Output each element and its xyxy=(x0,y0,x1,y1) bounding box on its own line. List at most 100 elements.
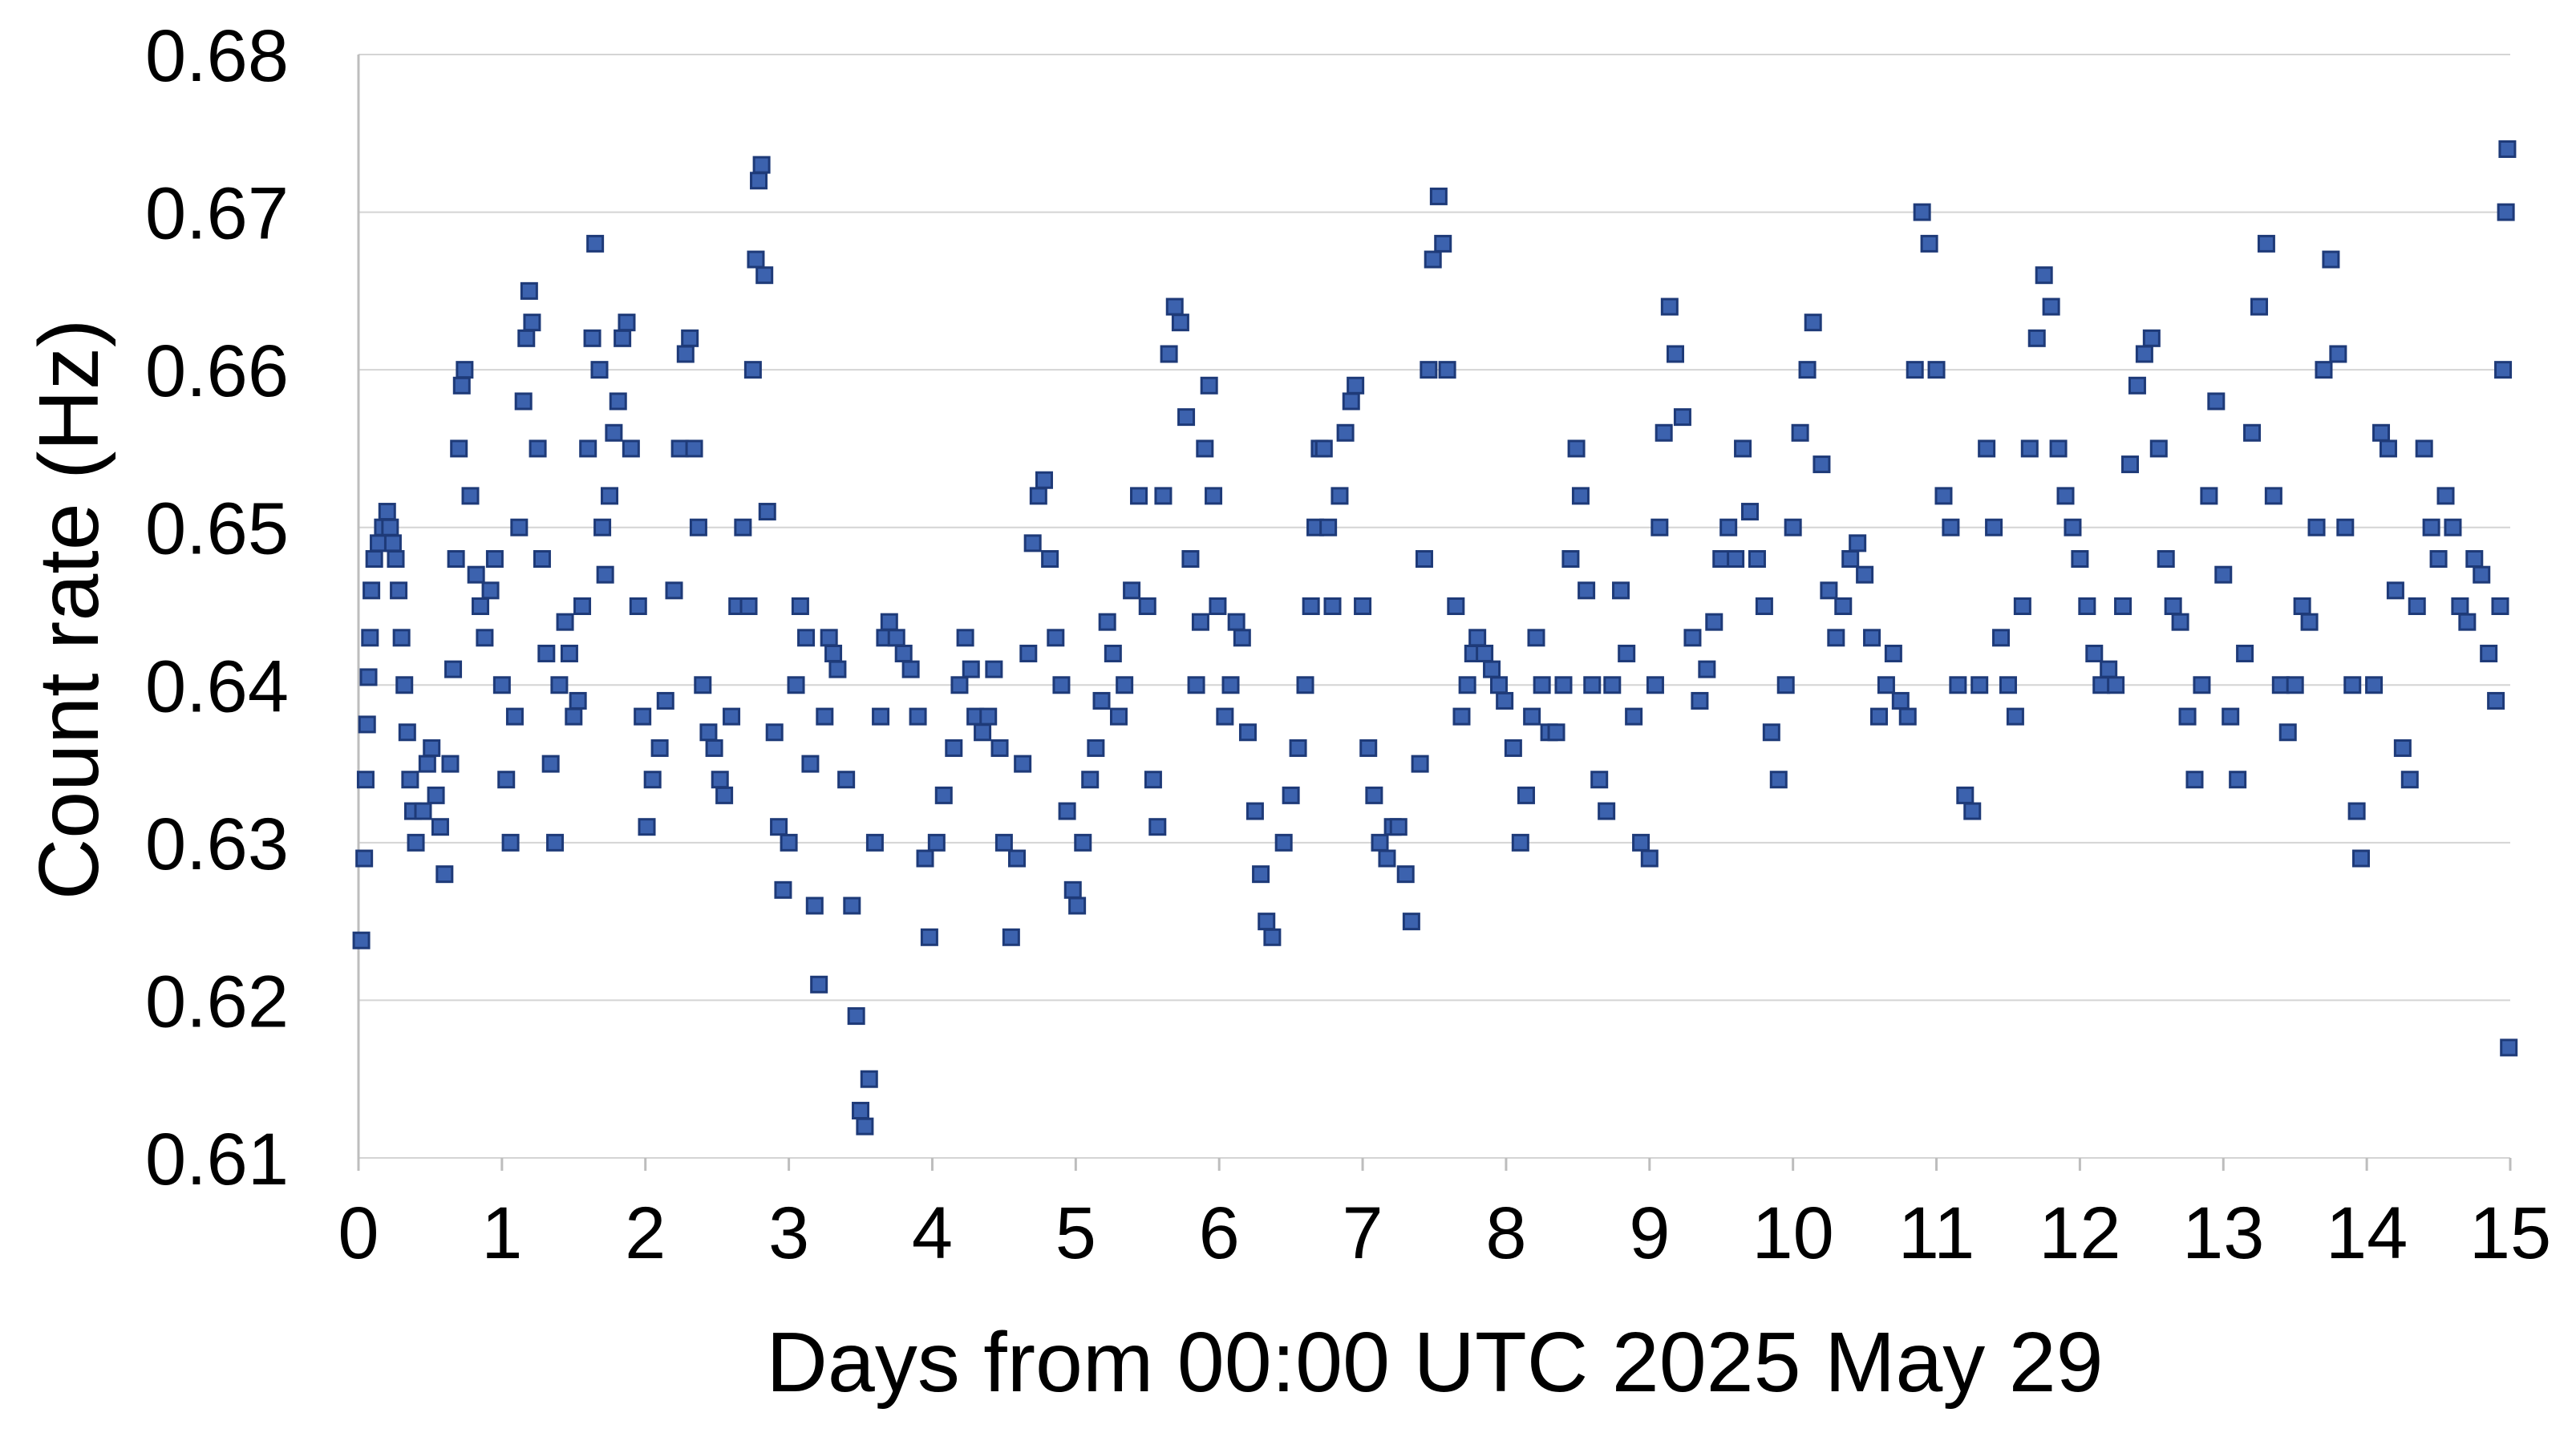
x-tick-label: 15 xyxy=(2469,1192,2551,1274)
data-point xyxy=(1074,833,1092,852)
x-tick-label: 3 xyxy=(768,1192,809,1274)
y-axis-title: Count rate (Hz) xyxy=(22,319,116,901)
data-point xyxy=(1319,518,1338,536)
data-point xyxy=(2379,439,2397,458)
data-point xyxy=(1007,849,1026,868)
x-tick-label: 6 xyxy=(1199,1192,1240,1274)
data-point xyxy=(1755,597,1773,615)
data-point xyxy=(638,818,656,836)
data-point xyxy=(431,818,449,836)
data-point xyxy=(739,597,758,615)
x-tick-label: 7 xyxy=(1342,1192,1383,1274)
data-point xyxy=(622,439,640,458)
data-point xyxy=(1154,487,1173,505)
data-point xyxy=(1963,802,1982,820)
data-point xyxy=(481,581,500,600)
data-point xyxy=(2064,518,2082,536)
data-point xyxy=(1289,739,1307,757)
data-point xyxy=(894,644,913,662)
data-point xyxy=(1849,534,1867,552)
data-point xyxy=(401,771,419,789)
x-tick-label: 0 xyxy=(338,1192,379,1274)
data-point xyxy=(2480,644,2498,662)
data-point xyxy=(1869,707,1888,726)
data-point xyxy=(1527,629,1545,647)
data-point xyxy=(685,439,703,458)
data-point xyxy=(1087,739,1105,757)
data-point xyxy=(1347,376,1365,395)
data-point xyxy=(843,897,861,915)
data-point xyxy=(1052,676,1071,694)
data-point xyxy=(2444,518,2462,536)
data-point xyxy=(2315,361,2333,379)
data-point xyxy=(1820,581,1838,600)
data-point xyxy=(715,786,734,804)
data-point xyxy=(1776,676,1795,694)
data-point xyxy=(1238,723,1257,742)
data-point xyxy=(359,668,378,686)
x-tick-label: 4 xyxy=(912,1192,953,1274)
data-point xyxy=(852,1102,870,1120)
data-point xyxy=(2107,676,2125,694)
data-point xyxy=(1655,423,1673,442)
data-point xyxy=(1415,550,1433,569)
data-point xyxy=(656,691,674,710)
data-point xyxy=(537,644,556,662)
data-point xyxy=(1567,439,1586,458)
data-point xyxy=(541,755,560,773)
data-point xyxy=(1342,392,1360,411)
data-point xyxy=(2042,297,2060,316)
data-point xyxy=(1014,755,1032,773)
data-point xyxy=(450,439,468,458)
data-point xyxy=(1282,786,1300,804)
data-point xyxy=(414,802,432,820)
data-point xyxy=(614,329,632,347)
data-point xyxy=(1727,550,1745,569)
data-point xyxy=(1336,423,1355,442)
data-point xyxy=(2250,297,2268,316)
y-tick-label: 0.64 xyxy=(145,646,289,727)
data-point xyxy=(1165,297,1184,316)
x-tick-label: 5 xyxy=(1055,1192,1096,1274)
data-point xyxy=(765,723,784,742)
data-point xyxy=(2300,613,2319,631)
data-point xyxy=(734,518,752,536)
data-point xyxy=(2497,203,2515,221)
data-point xyxy=(1561,550,1580,569)
data-point xyxy=(1705,613,1723,631)
data-point xyxy=(1274,833,1293,852)
data-point xyxy=(2465,550,2484,569)
data-point xyxy=(560,644,578,662)
data-point xyxy=(583,329,601,347)
data-point xyxy=(444,660,463,678)
data-point xyxy=(1985,518,2003,536)
data-point xyxy=(1906,361,1924,379)
data-point xyxy=(755,266,774,285)
y-tick-label: 0.62 xyxy=(145,961,289,1042)
data-point xyxy=(1429,187,1448,205)
data-point xyxy=(1058,802,1076,820)
data-point xyxy=(1092,691,1111,710)
data-point xyxy=(441,755,460,773)
data-point xyxy=(1063,880,1082,899)
data-point xyxy=(856,1117,874,1135)
data-point xyxy=(990,739,1009,757)
data-point xyxy=(950,676,969,694)
data-point xyxy=(392,629,411,647)
data-point xyxy=(529,439,547,458)
data-point xyxy=(365,550,383,569)
data-point xyxy=(1396,865,1415,884)
data-point xyxy=(985,660,1003,678)
data-point xyxy=(2114,597,2132,615)
data-point xyxy=(1999,676,2017,694)
data-point xyxy=(634,707,652,726)
data-point xyxy=(711,771,729,789)
data-point xyxy=(810,975,828,994)
data-point xyxy=(356,771,375,789)
data-point xyxy=(579,439,597,458)
data-point xyxy=(880,613,898,631)
data-point xyxy=(363,581,381,600)
data-point xyxy=(1068,897,1087,915)
x-tick-label: 11 xyxy=(1898,1192,1975,1274)
data-point xyxy=(1640,849,1659,868)
